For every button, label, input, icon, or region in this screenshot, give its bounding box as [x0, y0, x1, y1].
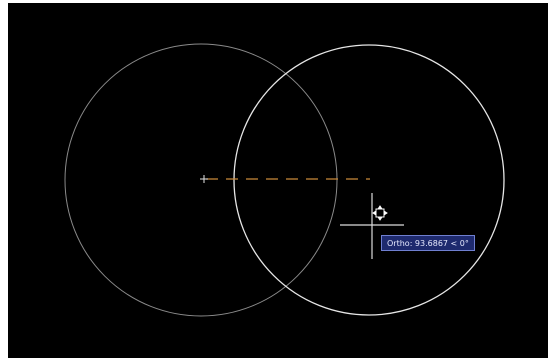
preview-circle [233, 44, 505, 316]
drawing-svg [64, 43, 505, 317]
drawing-canvas[interactable]: Ortho: 93.6867 < 0° [8, 3, 548, 358]
center-point-marker [200, 175, 208, 183]
move-cursor-icon [372, 205, 388, 221]
existing-circle[interactable] [64, 43, 338, 317]
dynamic-input-label: Ortho: 93.6867 < 0° [387, 239, 469, 248]
dynamic-input-tooltip: Ortho: 93.6867 < 0° [381, 235, 475, 251]
crosshair-cursor [340, 193, 404, 259]
